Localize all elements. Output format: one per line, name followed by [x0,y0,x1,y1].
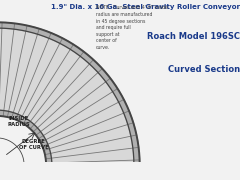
Text: NOTE:  Curves with 4’-0" inside
radius are manufactured
in 45 degree sections
an: NOTE: Curves with 4’-0" inside radius ar… [96,5,168,50]
Polygon shape [0,28,134,165]
Polygon shape [0,110,52,165]
Text: INSIDE
RADIUS: INSIDE RADIUS [7,116,30,127]
Text: Curved Section: Curved Section [168,65,240,74]
Polygon shape [0,22,140,165]
Text: 1.9" Dia. x 16 Ga. Steel Gravity Roller Conveyor: 1.9" Dia. x 16 Ga. Steel Gravity Roller … [51,4,240,10]
Text: Roach Model 196SC: Roach Model 196SC [147,32,240,41]
Text: DEGREE
OF CURVE: DEGREE OF CURVE [19,139,48,150]
